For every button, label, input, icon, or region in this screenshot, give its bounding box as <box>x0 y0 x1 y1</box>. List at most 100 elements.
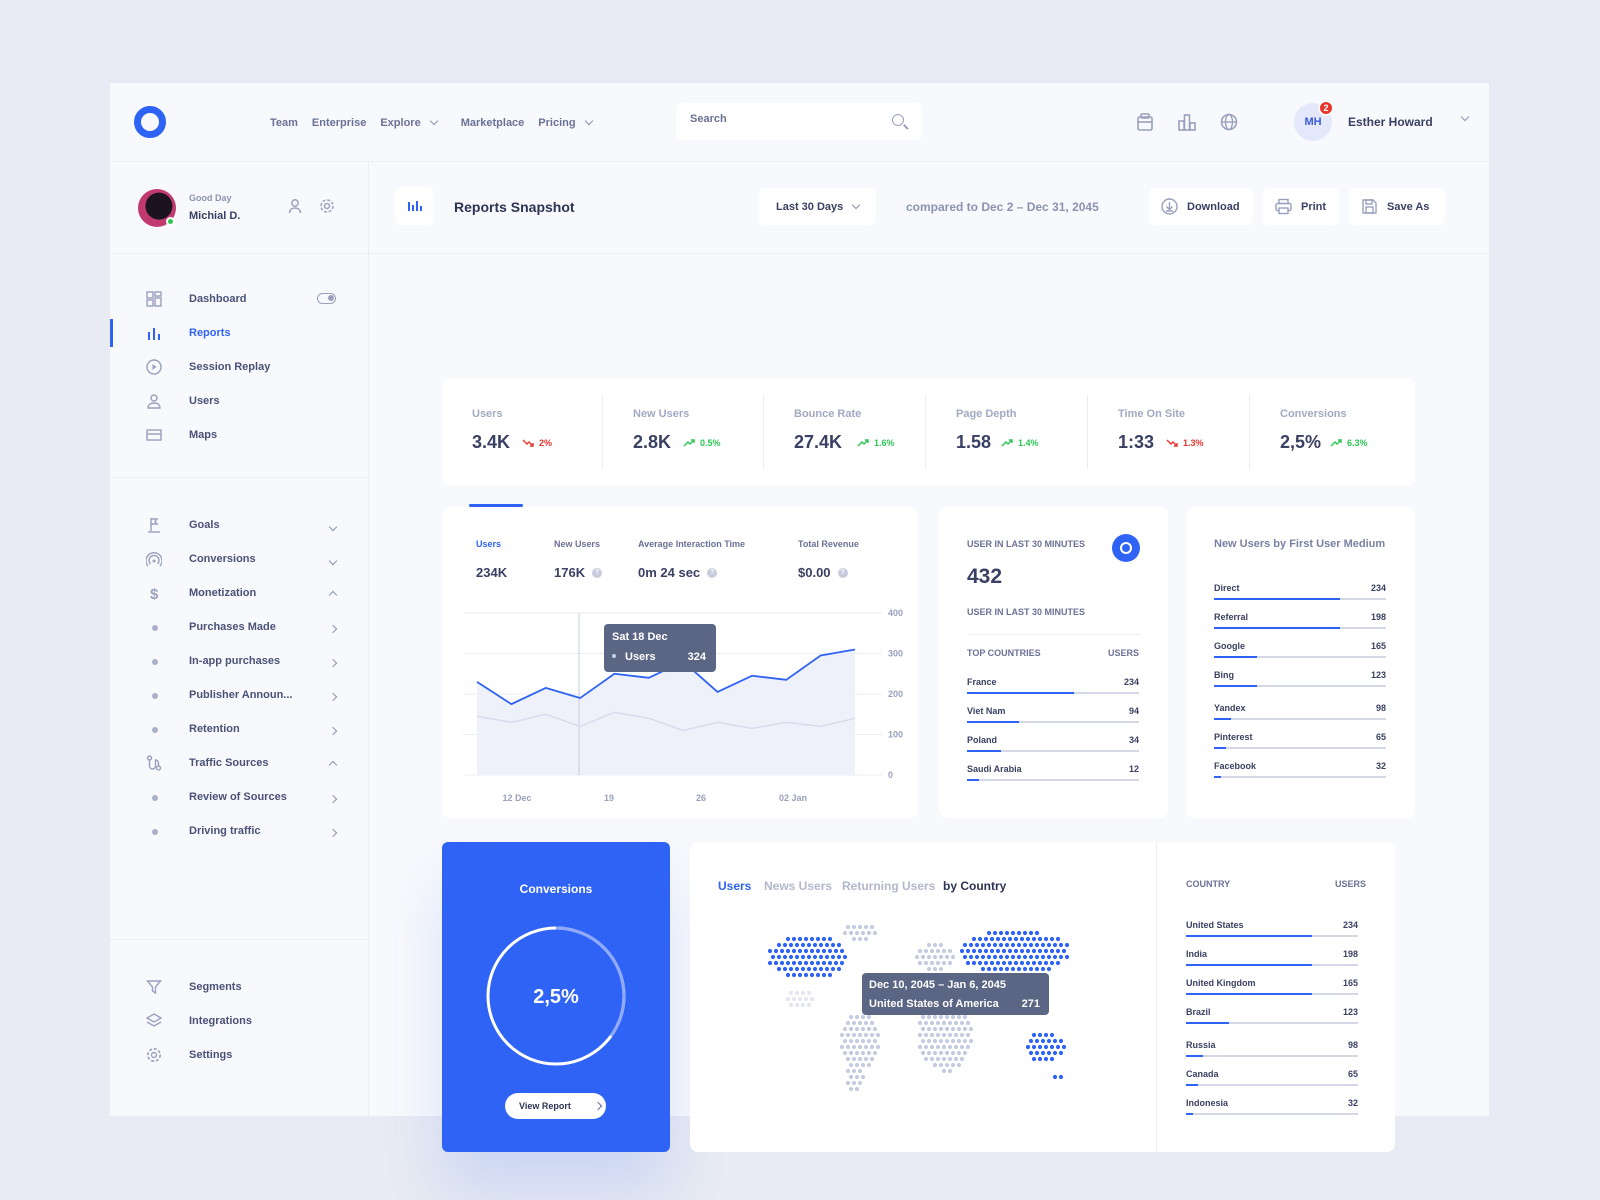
sidebar-item-driving-traffic[interactable]: Driving traffic <box>110 814 368 848</box>
list-item[interactable]: United States 234 <box>1186 920 1358 950</box>
sidebar-item-segments[interactable]: Segments <box>110 970 368 1004</box>
map-dot <box>1052 1038 1058 1044</box>
sidebar-item-monetization[interactable]: $ Monetization <box>110 576 368 610</box>
map-dot <box>797 948 803 954</box>
kpi-conversions[interactable]: Conversions 2,5% 6.3% <box>1250 394 1415 470</box>
list-item[interactable]: Indonesia 32 <box>1186 1098 1358 1128</box>
list-item[interactable]: Poland 34 <box>967 735 1139 765</box>
topnav-enterprise[interactable]: Enterprise <box>312 117 366 129</box>
map-dot <box>1031 1044 1037 1050</box>
sidebar-item-conversions[interactable]: Conversions <box>110 542 368 576</box>
list-item[interactable]: Facebook 32 <box>1214 761 1386 791</box>
list-item[interactable]: France 234 <box>967 677 1139 707</box>
save-as-button[interactable]: Save As <box>1349 188 1445 225</box>
help-icon[interactable]: ? <box>837 567 848 578</box>
topnav-team[interactable]: Team <box>270 117 298 129</box>
progress-track <box>1186 993 1358 995</box>
map-dot <box>974 954 980 960</box>
list-item[interactable]: India 198 <box>1186 949 1358 979</box>
sidebar-item-retention[interactable]: Retention <box>110 712 368 746</box>
sidebar-item-publisher-announcements[interactable]: Publisher Announ... <box>110 678 368 712</box>
kpi-users[interactable]: Users 3.4K 2% <box>442 394 603 470</box>
sidebar-item-dashboard[interactable]: Dashboard <box>110 282 368 316</box>
tab-users[interactable]: Users <box>718 879 752 893</box>
help-icon[interactable]: ? <box>707 567 718 578</box>
search-input[interactable] <box>690 113 870 125</box>
list-item[interactable]: Pinterest 65 <box>1214 732 1386 762</box>
bullet-icon <box>152 693 158 699</box>
date-range-select[interactable]: Last 30 Days <box>759 188 876 225</box>
search-icon[interactable] <box>892 114 904 126</box>
list-item[interactable]: Canada 65 <box>1186 1069 1358 1099</box>
sidebar-item-goals[interactable]: Goals <box>110 508 368 542</box>
map-dot <box>851 1080 857 1086</box>
sidebar-item-purchases-made[interactable]: Purchases Made <box>110 610 368 644</box>
map-dot <box>857 1020 863 1026</box>
user-icon[interactable] <box>288 198 302 214</box>
gear-icon[interactable] <box>319 198 335 214</box>
map-dot <box>932 942 938 948</box>
progress-track <box>1186 964 1358 966</box>
tab-total-revenue[interactable]: Total Revenue <box>798 539 859 549</box>
tab-returning-users[interactable]: Returning Users <box>842 879 936 893</box>
topnav-pricing[interactable]: Pricing <box>538 117 593 129</box>
map-dot <box>1043 1032 1049 1038</box>
main-content: Reports Snapshot Last 30 Days compared t… <box>369 162 1489 1152</box>
list-item[interactable]: Bing 123 <box>1214 670 1386 700</box>
map-icon <box>146 429 162 441</box>
tab-news-users[interactable]: News Users <box>764 879 833 893</box>
list-item[interactable]: Referral 198 <box>1214 612 1386 642</box>
map-dot <box>917 1020 923 1026</box>
map-dot <box>776 966 782 972</box>
sidebar-item-session-replay[interactable]: Session Replay <box>110 350 368 384</box>
download-button[interactable]: Download <box>1149 188 1253 225</box>
view-report-button[interactable]: View Report <box>505 1093 606 1119</box>
list-item[interactable]: Yandex 98 <box>1214 703 1386 733</box>
map-dot <box>1022 930 1028 936</box>
sidebar-item-reports[interactable]: Reports <box>110 316 368 350</box>
sidebar-item-label: Purchases Made <box>189 621 276 633</box>
sidebar-item-users[interactable]: Users <box>110 384 368 418</box>
sidebar-item-traffic-sources[interactable]: Traffic Sources <box>110 746 368 780</box>
map-dot <box>794 942 800 948</box>
clipboard-icon[interactable] <box>1134 111 1156 133</box>
sidebar-item-integrations[interactable]: Integrations <box>110 1004 368 1038</box>
bar-chart-icon <box>408 201 422 211</box>
map-dot <box>830 942 836 948</box>
user-name[interactable]: Esther Howard <box>1348 115 1433 129</box>
list-item[interactable]: Direct 234 <box>1214 583 1386 613</box>
report-icon-button[interactable] <box>395 187 433 225</box>
list-item[interactable]: Saudi Arabia 12 <box>967 764 1139 794</box>
map-dot <box>950 1014 956 1020</box>
map-dot <box>1043 948 1049 954</box>
chevron-down-icon[interactable] <box>1460 112 1470 122</box>
sidebar-item-review-of-sources[interactable]: Review of Sources <box>110 780 368 814</box>
tab-average-interaction-time[interactable]: Average Interaction Time <box>638 539 746 549</box>
list-item[interactable]: Viet Nam 94 <box>967 706 1139 736</box>
bar-chart-icon[interactable] <box>1176 111 1198 133</box>
logo-icon[interactable] <box>134 106 166 138</box>
chevron-up-icon <box>320 759 338 771</box>
sidebar-item-in-app-purchases[interactable]: In-app purchases <box>110 644 368 678</box>
dashboard-toggle[interactable] <box>317 293 336 304</box>
list-item[interactable]: Russia 98 <box>1186 1040 1358 1070</box>
help-icon[interactable]: ? <box>592 567 603 578</box>
world-dot-map[interactable] <box>760 917 1100 1107</box>
sidebar-item-settings[interactable]: Settings <box>110 1038 368 1072</box>
kpi-page-depth[interactable]: Page Depth 1.58 1.4% <box>926 394 1088 470</box>
list-item[interactable]: United Kingdom 165 <box>1186 978 1358 1008</box>
users-area-chart[interactable]: 0 100 200 300 400 12 Dec 19 26 02 Jan <box>442 597 918 807</box>
globe-icon[interactable] <box>1218 111 1240 133</box>
list-item[interactable]: Google 165 <box>1214 641 1386 671</box>
sidebar-item-maps[interactable]: Maps <box>110 418 368 452</box>
kpi-bounce-rate[interactable]: Bounce Rate 27.4K 1.6% <box>764 394 926 470</box>
topnav-explore[interactable]: Explore <box>380 117 446 129</box>
list-item[interactable]: Brazil 123 <box>1186 1007 1358 1037</box>
tab-users[interactable]: Users <box>476 539 502 549</box>
topnav-marketplace[interactable]: Marketplace <box>461 117 525 129</box>
kpi-time-on-site[interactable]: Time On Site 1:33 1.3% <box>1088 394 1250 470</box>
tab-new-users[interactable]: New Users <box>554 539 601 549</box>
map-dot <box>860 1062 866 1068</box>
print-button[interactable]: Print <box>1263 188 1339 225</box>
kpi-new-users[interactable]: New Users 2.8K 0.5% <box>603 394 764 470</box>
